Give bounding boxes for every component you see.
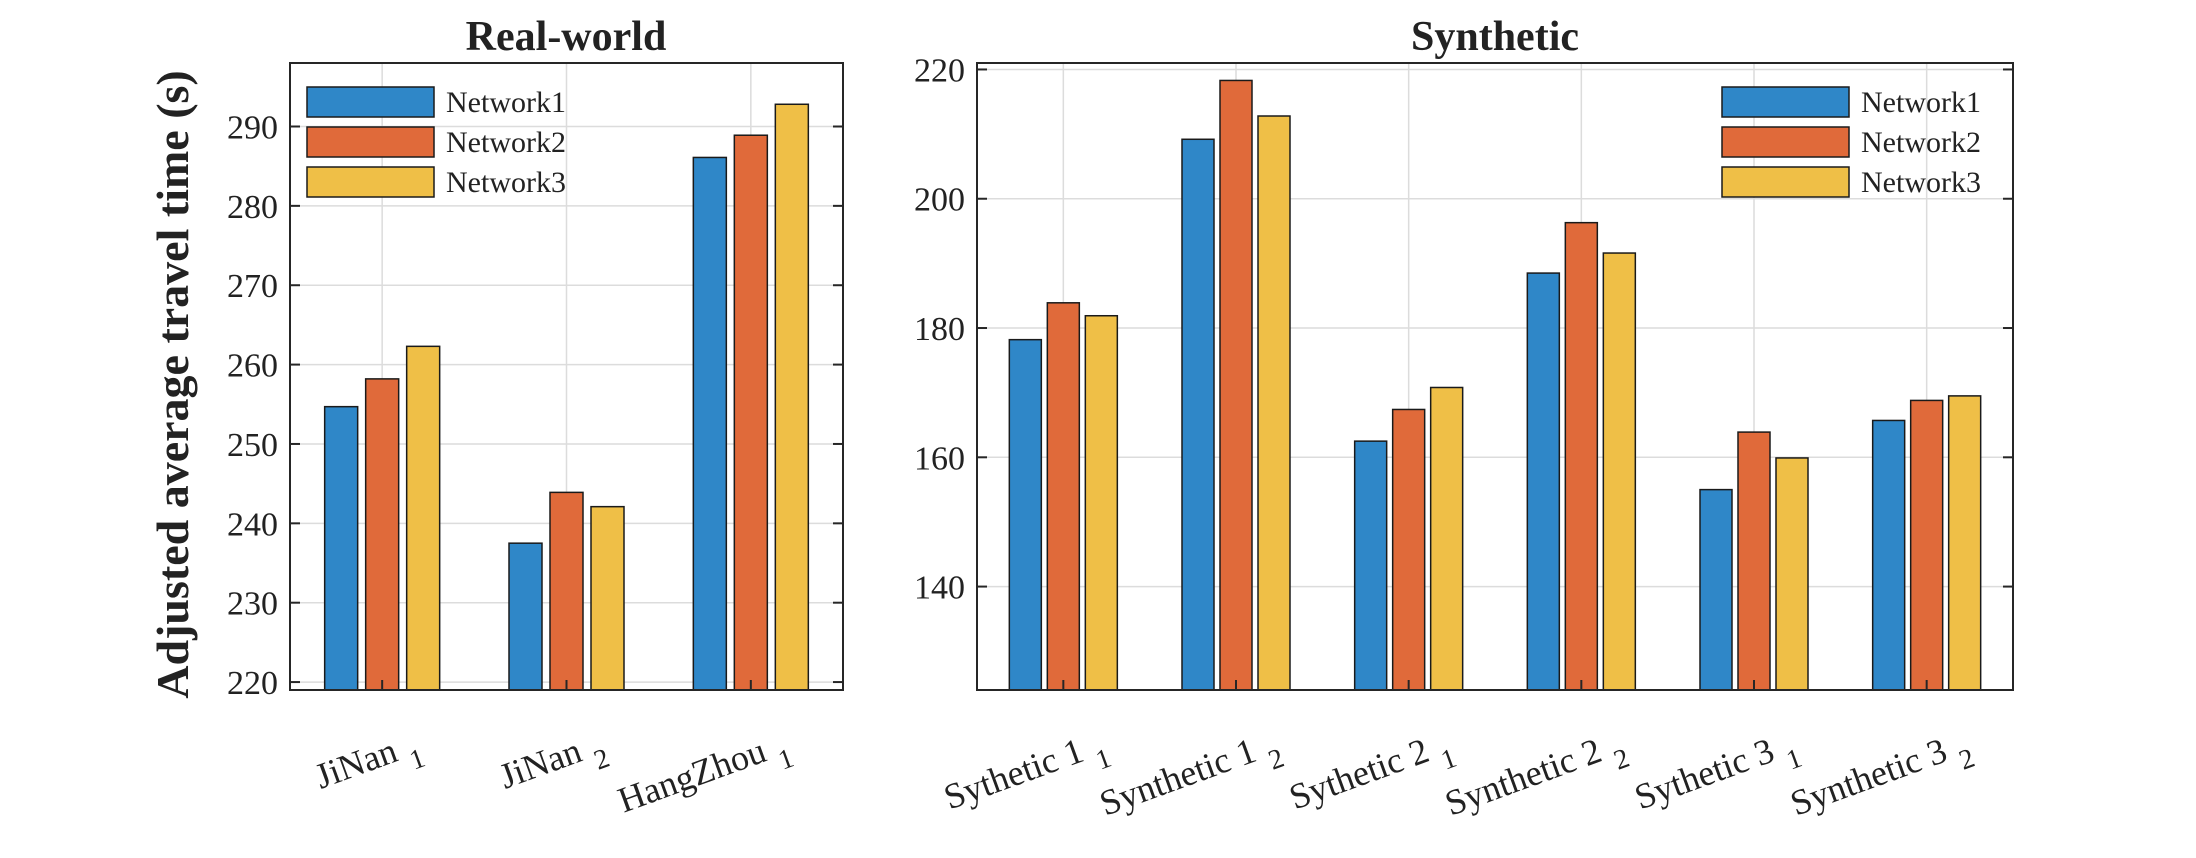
legend-label-network3: Network3 — [1861, 166, 1981, 199]
legend-swatch-network1 — [1721, 86, 1850, 118]
bar-network2-4 — [1564, 221, 1599, 691]
bar-network2-5 — [1737, 431, 1771, 691]
y-tick-label: 180 — [914, 311, 965, 348]
x-tick-label: HangZhou 1 — [613, 722, 798, 833]
bar-network3-3 — [774, 103, 810, 691]
bar-network1-3 — [1353, 440, 1388, 691]
chart-title: Real-world — [466, 14, 667, 60]
legend-label-network2: Network2 — [446, 126, 566, 159]
y-tick-label: 270 — [227, 268, 278, 305]
x-tick-label: JiNan 1 — [310, 722, 430, 809]
bar-network2-1 — [364, 378, 400, 691]
bar-network2-3 — [1391, 408, 1426, 691]
bar-network2-6 — [1909, 399, 1944, 691]
y-tick-label: 260 — [227, 348, 278, 385]
y-tick-label: 290 — [227, 109, 278, 146]
bar-network3-5 — [1775, 457, 1809, 691]
legend-swatch-network1 — [306, 86, 435, 118]
y-tick-label: 250 — [227, 427, 278, 464]
panel-real-world: 220 230 240 250 260 270 280 290 JiNan 1 JiNan 2Hang… — [147, 14, 844, 833]
bar-network3-3 — [1429, 386, 1464, 691]
y-tick-label: 200 — [914, 182, 965, 219]
bar-network1-6 — [1871, 419, 1906, 691]
chart-title: Synthetic — [1411, 14, 1579, 60]
bar-network1-5 — [1699, 488, 1733, 691]
legend-label-network1: Network1 — [446, 86, 566, 119]
x-tick-label: JiNan 2 — [494, 722, 614, 809]
y-tick-label: 280 — [227, 189, 278, 226]
y-tick-label: 240 — [227, 506, 278, 543]
bar-network1-4 — [1526, 272, 1561, 691]
bar-network3-2 — [590, 505, 625, 691]
y-tick-label: 140 — [914, 570, 965, 607]
legend-label-network3: Network3 — [446, 166, 566, 199]
legend: Network1 Network2 Network3 — [306, 86, 566, 199]
axes-box — [976, 62, 2014, 691]
legend-swatch-network2 — [1721, 126, 1850, 158]
y-axis-label: Adjusted average travel time (s) — [147, 70, 198, 698]
bar-network1-2 — [1181, 138, 1215, 691]
bar-network2-2 — [549, 491, 584, 691]
bar-network3-2 — [1257, 115, 1291, 691]
bar-network1-1 — [1008, 338, 1043, 691]
legend-swatch-network2 — [306, 126, 435, 158]
y-tick-label: 220 — [227, 665, 278, 702]
y-tick-label: 220 — [914, 52, 965, 89]
bar-network2-2 — [1219, 79, 1253, 691]
bar-network1-1 — [323, 405, 359, 691]
legend-swatch-network3 — [306, 166, 435, 198]
bar-network3-1 — [1084, 314, 1119, 691]
y-tick-label: 230 — [227, 586, 278, 623]
y-tick-label: 160 — [914, 440, 965, 477]
bar-network2-1 — [1046, 302, 1081, 691]
bar-network3-6 — [1947, 395, 1982, 691]
bar-network1-2 — [508, 542, 543, 691]
legend: Network1 Network2 Network3 — [1721, 86, 1981, 199]
bar-network2-3 — [733, 134, 769, 691]
bar-network3-4 — [1602, 252, 1637, 691]
legend-label-network1: Network1 — [1861, 86, 1981, 119]
bar-network3-1 — [405, 345, 441, 691]
legend-label-network2: Network2 — [1861, 126, 1981, 159]
legend-swatch-network3 — [1721, 166, 1850, 198]
bar-network1-3 — [692, 156, 728, 691]
